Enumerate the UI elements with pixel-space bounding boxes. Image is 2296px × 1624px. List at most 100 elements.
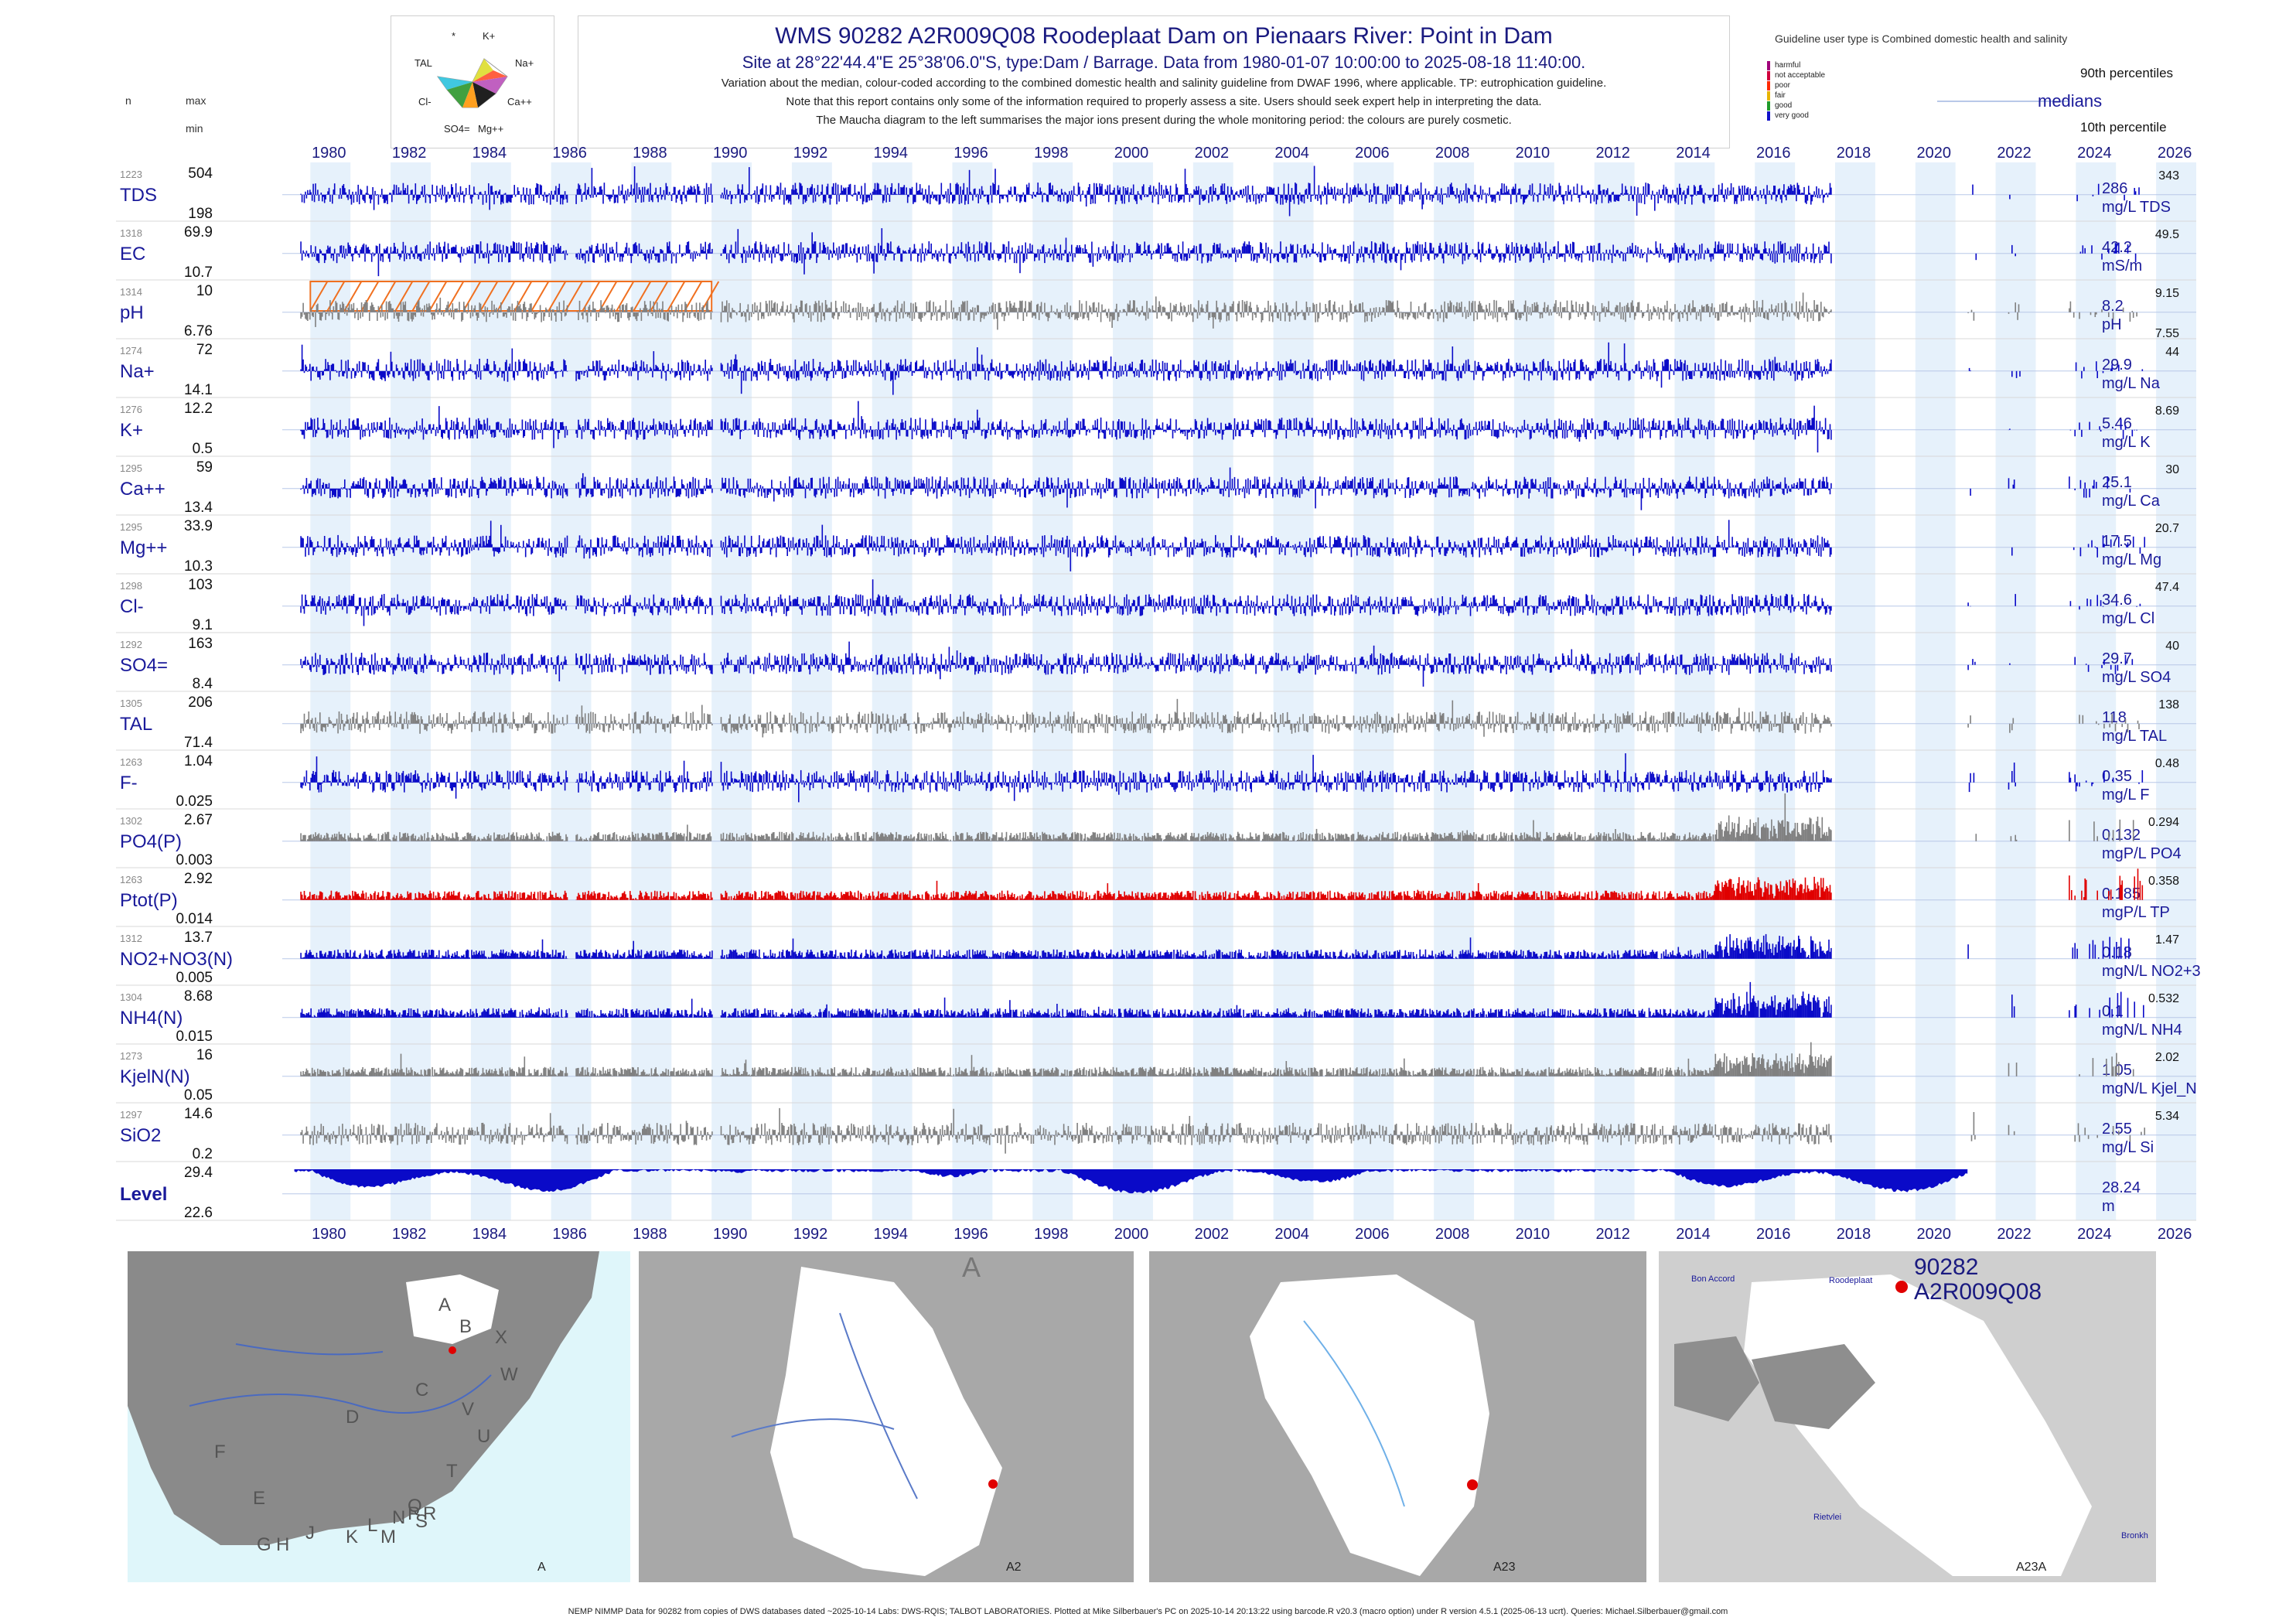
data-bar xyxy=(828,308,830,312)
data-bar xyxy=(836,195,838,204)
data-bar xyxy=(498,371,500,376)
legend-class-item: harmful xyxy=(1767,60,1825,70)
data-bar xyxy=(1307,195,1308,199)
data-bar xyxy=(1688,249,1690,254)
data-bar xyxy=(1351,195,1353,202)
data-bar xyxy=(805,304,807,312)
data-bar xyxy=(1513,309,1515,312)
data-bar xyxy=(1820,195,1822,196)
data-bar xyxy=(1242,300,1244,312)
data-bar xyxy=(1698,254,1700,260)
data-bar xyxy=(875,183,876,195)
data-bar xyxy=(994,304,996,312)
data-bar xyxy=(1356,305,1357,312)
data-bar xyxy=(949,195,950,203)
data-bar xyxy=(446,254,448,259)
data-bar xyxy=(1177,187,1179,194)
data-bar xyxy=(1205,312,1206,313)
data-bar xyxy=(744,312,745,317)
data-bar xyxy=(1739,189,1741,195)
data-bar xyxy=(1631,249,1632,254)
data-bar xyxy=(1727,188,1728,195)
data-bar xyxy=(1759,251,1760,254)
data-bar xyxy=(1733,312,1735,316)
data-bar xyxy=(1534,243,1536,254)
data-bar xyxy=(906,252,907,253)
data-bar xyxy=(2113,312,2114,320)
data-bar xyxy=(923,195,924,200)
data-bar xyxy=(1384,195,1386,201)
data-bar xyxy=(1744,247,1745,254)
data-bar xyxy=(1637,187,1639,195)
data-bar xyxy=(687,312,688,318)
data-bar xyxy=(1756,195,1758,197)
data-bar xyxy=(1617,250,1619,254)
data-bar xyxy=(500,244,501,254)
data-bar xyxy=(325,254,326,261)
data-bar xyxy=(2080,252,2082,254)
data-bar xyxy=(541,244,542,254)
data-bar xyxy=(377,312,378,321)
data-bar xyxy=(537,312,539,313)
data-bar xyxy=(832,186,834,194)
data-bar xyxy=(374,254,375,257)
data-bar xyxy=(932,192,933,195)
data-bar xyxy=(1684,243,1685,253)
data-bar xyxy=(1743,195,1745,201)
data-bar xyxy=(1366,247,1368,254)
data-bar xyxy=(1056,309,1058,312)
data-bar xyxy=(304,253,305,254)
data-bar xyxy=(1389,254,1390,261)
data-bar xyxy=(1046,312,1048,317)
data-bar xyxy=(746,309,748,312)
data-bar xyxy=(1052,369,1053,371)
data-bar xyxy=(455,245,457,254)
data-bar xyxy=(1121,195,1122,201)
data-bar xyxy=(588,366,589,371)
data-bar xyxy=(1093,183,1095,195)
data-bar xyxy=(587,371,588,377)
data-bar xyxy=(1346,312,1347,318)
data-bar xyxy=(950,183,951,195)
data-bar xyxy=(701,371,702,376)
data-bar xyxy=(1148,245,1149,253)
data-bar xyxy=(1472,249,1474,254)
data-bar xyxy=(1408,312,1410,318)
data-bar xyxy=(432,254,433,257)
data-bar xyxy=(599,360,601,371)
data-bar xyxy=(724,306,725,312)
data-bar xyxy=(333,363,335,370)
data-bar xyxy=(1416,245,1418,254)
data-bar xyxy=(1126,312,1128,316)
data-bar xyxy=(605,254,606,263)
data-bar xyxy=(758,251,759,254)
data-bar xyxy=(1121,253,1122,254)
data-bar xyxy=(1503,312,1505,315)
data-bar xyxy=(877,312,878,318)
data-bar xyxy=(1369,195,1370,203)
data-bar xyxy=(1008,190,1010,195)
data-bar xyxy=(1136,195,1138,204)
data-bar xyxy=(945,361,947,371)
data-bar xyxy=(1495,312,1496,318)
data-bar xyxy=(1322,195,1324,196)
data-bar xyxy=(1227,312,1229,316)
data-bar xyxy=(1624,193,1626,195)
data-bar xyxy=(843,368,844,371)
data-bar xyxy=(853,308,855,312)
data-bar xyxy=(796,189,797,195)
data-bar xyxy=(758,312,759,321)
data-bar xyxy=(999,363,1001,371)
data-bar xyxy=(969,247,971,254)
data-bar xyxy=(711,183,712,194)
data-bar xyxy=(1659,189,1660,195)
data-bar xyxy=(1415,312,1417,320)
data-bar xyxy=(357,195,358,202)
data-bar xyxy=(1155,195,1156,197)
data-bar xyxy=(902,304,903,312)
data-bar xyxy=(661,371,663,379)
data-bar xyxy=(553,310,554,312)
data-bar xyxy=(845,371,847,378)
data-bar xyxy=(491,371,493,374)
data-bar xyxy=(871,369,872,371)
